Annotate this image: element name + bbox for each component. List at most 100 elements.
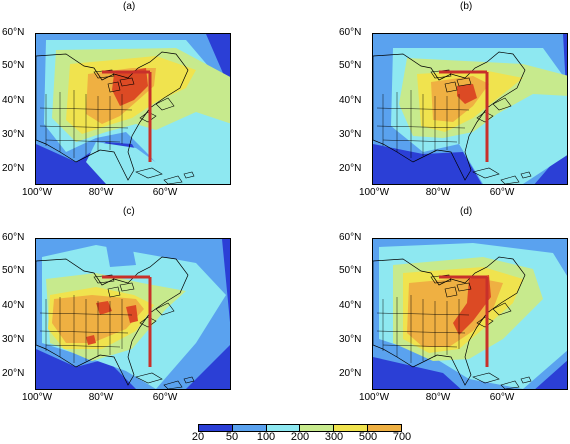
island-outline <box>472 372 500 384</box>
state-boundary <box>382 344 458 348</box>
lat-label-30n: 30°N <box>339 129 362 140</box>
island-outline <box>500 175 520 184</box>
lat-label-60n: 60°N <box>2 27 25 38</box>
lake-outline <box>456 77 472 87</box>
state-boundary <box>39 312 133 316</box>
lon-label-80w: 80°W <box>425 392 451 403</box>
lat-label-40n: 40°N <box>2 95 25 106</box>
lake-outline <box>119 282 135 292</box>
concentration-band <box>86 335 96 345</box>
lat-label-50n: 50°N <box>339 265 362 276</box>
island-outline <box>520 171 532 179</box>
lake-outline <box>444 286 458 298</box>
colorbar-segment <box>266 425 301 431</box>
concentration-band <box>106 245 136 267</box>
island-outline <box>472 167 500 179</box>
map-panel-c <box>35 238 231 390</box>
state-boundary <box>45 344 121 348</box>
state-boundary <box>376 107 470 111</box>
island-outline <box>520 376 532 384</box>
colorbar-label: 50 <box>225 431 239 443</box>
island-outline <box>139 316 157 328</box>
state-boundary <box>382 139 458 143</box>
lake-outline <box>444 81 458 93</box>
state-boundary <box>39 125 129 129</box>
colorbar-label: 100 <box>256 431 276 443</box>
lon-label-80w: 80°W <box>88 187 114 198</box>
colorbar-segment <box>368 425 401 431</box>
lon-label-100w: 100°W <box>21 187 53 198</box>
island-outline <box>183 376 195 384</box>
colorbar-label: 700 <box>392 431 412 443</box>
island-outline <box>155 302 175 316</box>
lat-label-20n: 20°N <box>2 368 25 379</box>
map-svg <box>36 34 230 184</box>
colorbar-label: 300 <box>324 431 344 443</box>
colorbar <box>198 424 402 432</box>
panel-label-c: (c) <box>123 206 135 217</box>
island-outline <box>135 167 163 179</box>
lat-label-60n: 60°N <box>339 232 362 243</box>
island-outline <box>500 380 520 389</box>
map-svg <box>373 34 567 184</box>
lake-outline <box>107 286 121 298</box>
lon-label-60w: 60°W <box>152 392 178 403</box>
island-outline <box>163 380 183 389</box>
lat-label-30n: 30°N <box>339 334 362 345</box>
lake-outline <box>107 81 121 93</box>
lat-label-30n: 30°N <box>2 129 25 140</box>
island-outline <box>155 97 175 111</box>
island-outline <box>492 302 512 316</box>
state-boundary <box>376 312 470 316</box>
lon-label-80w: 80°W <box>425 187 451 198</box>
island-outline <box>163 175 183 184</box>
state-boundary <box>376 330 466 334</box>
panel-label-a: (a) <box>123 1 136 12</box>
lat-label-60n: 60°N <box>339 27 362 38</box>
concentration-band <box>126 305 138 323</box>
colorbar-label: 200 <box>290 431 310 443</box>
lake-outline <box>456 282 472 292</box>
island-outline <box>139 111 157 123</box>
colorbar-segment <box>300 425 335 431</box>
lon-label-100w: 100°W <box>358 392 390 403</box>
colorbar-label: 20 <box>191 431 205 443</box>
map-svg <box>36 239 230 389</box>
island-outline <box>492 97 512 111</box>
island-outline <box>476 111 494 123</box>
lat-label-60n: 60°N <box>2 232 25 243</box>
concentration-band <box>457 84 477 104</box>
panel-label-b: (b) <box>460 1 473 12</box>
lon-label-100w: 100°W <box>21 392 53 403</box>
lat-label-50n: 50°N <box>339 60 362 71</box>
lon-label-60w: 60°W <box>152 187 178 198</box>
lon-label-100w: 100°W <box>358 187 390 198</box>
lake-outline <box>119 77 135 87</box>
lat-label-50n: 50°N <box>2 60 25 71</box>
lat-label-40n: 40°N <box>2 300 25 311</box>
map-panel-a <box>35 33 231 185</box>
lon-label-80w: 80°W <box>88 392 114 403</box>
colorbar-label: 500 <box>358 431 378 443</box>
lat-label-50n: 50°N <box>2 265 25 276</box>
state-boundary <box>45 139 121 143</box>
lat-label-40n: 40°N <box>339 300 362 311</box>
lat-label-20n: 20°N <box>339 163 362 174</box>
concentration-band <box>96 301 112 315</box>
lat-label-20n: 20°N <box>2 163 25 174</box>
concentration-band <box>112 68 148 106</box>
island-outline <box>476 316 494 328</box>
lon-label-60w: 60°W <box>489 187 515 198</box>
lon-label-60w: 60°W <box>489 392 515 403</box>
colorbar-segment <box>232 425 267 431</box>
map-svg <box>373 239 567 389</box>
colorbar-segment <box>334 425 369 431</box>
panel-label-d: (d) <box>460 206 473 217</box>
island-outline <box>183 171 195 179</box>
state-boundary <box>39 107 133 111</box>
map-panel-d <box>372 238 568 390</box>
concentration-band <box>453 275 491 335</box>
lat-label-20n: 20°N <box>339 368 362 379</box>
colorbar-segment <box>199 425 233 431</box>
state-boundary <box>39 330 129 334</box>
